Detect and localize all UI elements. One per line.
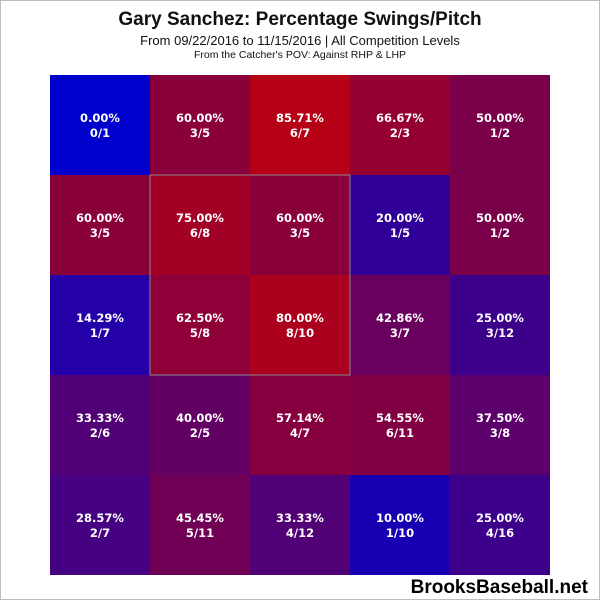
cell-percent-label: 60.00%: [276, 211, 324, 225]
cell-percent-label: 14.29%: [76, 311, 124, 325]
cell-count-label: 6/11: [386, 426, 414, 440]
heatmap-cell-4-2: [250, 475, 350, 575]
heatmap-cell-1-1: [150, 175, 250, 275]
cell-percent-label: 66.67%: [376, 111, 424, 125]
cell-percent-label: 50.00%: [476, 211, 524, 225]
cell-count-label: 3/5: [190, 126, 210, 140]
cell-percent-label: 62.50%: [176, 311, 224, 325]
chart-subtitle: From 09/22/2016 to 11/15/2016 | All Comp…: [140, 33, 460, 48]
cell-count-label: 3/5: [290, 226, 310, 240]
heatmap-cell-0-1: [150, 75, 250, 175]
heatmap-cell-0-2: [250, 75, 350, 175]
cell-percent-label: 54.55%: [376, 411, 424, 425]
heatmap-cell-0-0: [50, 75, 150, 175]
heatmap-cell-3-0: [50, 375, 150, 475]
cell-count-label: 6/7: [290, 126, 310, 140]
cell-count-label: 1/10: [386, 526, 414, 540]
cell-count-label: 2/3: [390, 126, 410, 140]
cell-percent-label: 60.00%: [76, 211, 124, 225]
cell-count-label: 4/16: [486, 526, 514, 540]
cell-count-label: 3/8: [490, 426, 510, 440]
heatmap-cell-3-4: [450, 375, 550, 475]
cell-count-label: 5/11: [186, 526, 214, 540]
heatmap-cell-2-1: [150, 275, 250, 375]
cell-percent-label: 28.57%: [76, 511, 124, 525]
cell-count-label: 4/7: [290, 426, 310, 440]
cell-percent-label: 20.00%: [376, 211, 424, 225]
heatmap-cell-1-3: [350, 175, 450, 275]
cell-count-label: 6/8: [190, 226, 210, 240]
heatmap-cell-4-3: [350, 475, 450, 575]
cell-percent-label: 60.00%: [176, 111, 224, 125]
cell-percent-label: 33.33%: [276, 511, 324, 525]
cell-percent-label: 0.00%: [80, 111, 120, 125]
cell-count-label: 3/5: [90, 226, 110, 240]
cell-percent-label: 50.00%: [476, 111, 524, 125]
cell-count-label: 2/5: [190, 426, 210, 440]
cell-count-label: 1/2: [490, 226, 510, 240]
heatmap-cell-2-4: [450, 275, 550, 375]
cell-percent-label: 42.86%: [376, 311, 424, 325]
cell-count-label: 1/2: [490, 126, 510, 140]
cell-count-label: 1/7: [90, 326, 110, 340]
cell-percent-label: 45.45%: [176, 511, 224, 525]
cell-percent-label: 37.50%: [476, 411, 524, 425]
cell-percent-label: 80.00%: [276, 311, 324, 325]
heatmap-cell-1-2: [250, 175, 350, 275]
chart-title: Gary Sanchez: Percentage Swings/Pitch: [118, 9, 482, 30]
cell-percent-label: 10.00%: [376, 511, 424, 525]
brand-watermark: BrooksBaseball.net: [410, 577, 588, 598]
cell-percent-label: 40.00%: [176, 411, 224, 425]
heatmap-cell-0-4: [450, 75, 550, 175]
cell-count-label: 2/7: [90, 526, 110, 540]
cell-percent-label: 57.14%: [276, 411, 324, 425]
heatmap-cell-4-0: [50, 475, 150, 575]
cell-percent-label: 85.71%: [276, 111, 324, 125]
heatmap-cell-4-4: [450, 475, 550, 575]
cell-percent-label: 33.33%: [76, 411, 124, 425]
heatmap-cell-2-3: [350, 275, 450, 375]
heatmap-cell-3-1: [150, 375, 250, 475]
heatmap-cell-2-0: [50, 275, 150, 375]
cell-count-label: 1/5: [390, 226, 410, 240]
heatmap-cell-4-1: [150, 475, 250, 575]
cell-count-label: 0/1: [90, 126, 110, 140]
cell-count-label: 3/12: [486, 326, 514, 340]
cell-percent-label: 25.00%: [476, 311, 524, 325]
heatmap-cell-2-2: [250, 275, 350, 375]
cell-percent-label: 25.00%: [476, 511, 524, 525]
cell-count-label: 8/10: [286, 326, 314, 340]
cell-count-label: 5/8: [190, 326, 210, 340]
cell-count-label: 4/12: [286, 526, 314, 540]
cell-count-label: 2/6: [90, 426, 110, 440]
heatmap-cell-1-4: [450, 175, 550, 275]
heatmap-cell-1-0: [50, 175, 150, 275]
heatmap-cell-3-2: [250, 375, 350, 475]
cell-count-label: 3/7: [390, 326, 410, 340]
cell-percent-label: 75.00%: [176, 211, 224, 225]
heatmap-cell-3-3: [350, 375, 450, 475]
chart-subtitle-pov: From the Catcher's POV: Against RHP & LH…: [193, 49, 407, 61]
strike-zone-outline: [149, 174, 351, 376]
heatmap-cell-0-3: [350, 75, 450, 175]
